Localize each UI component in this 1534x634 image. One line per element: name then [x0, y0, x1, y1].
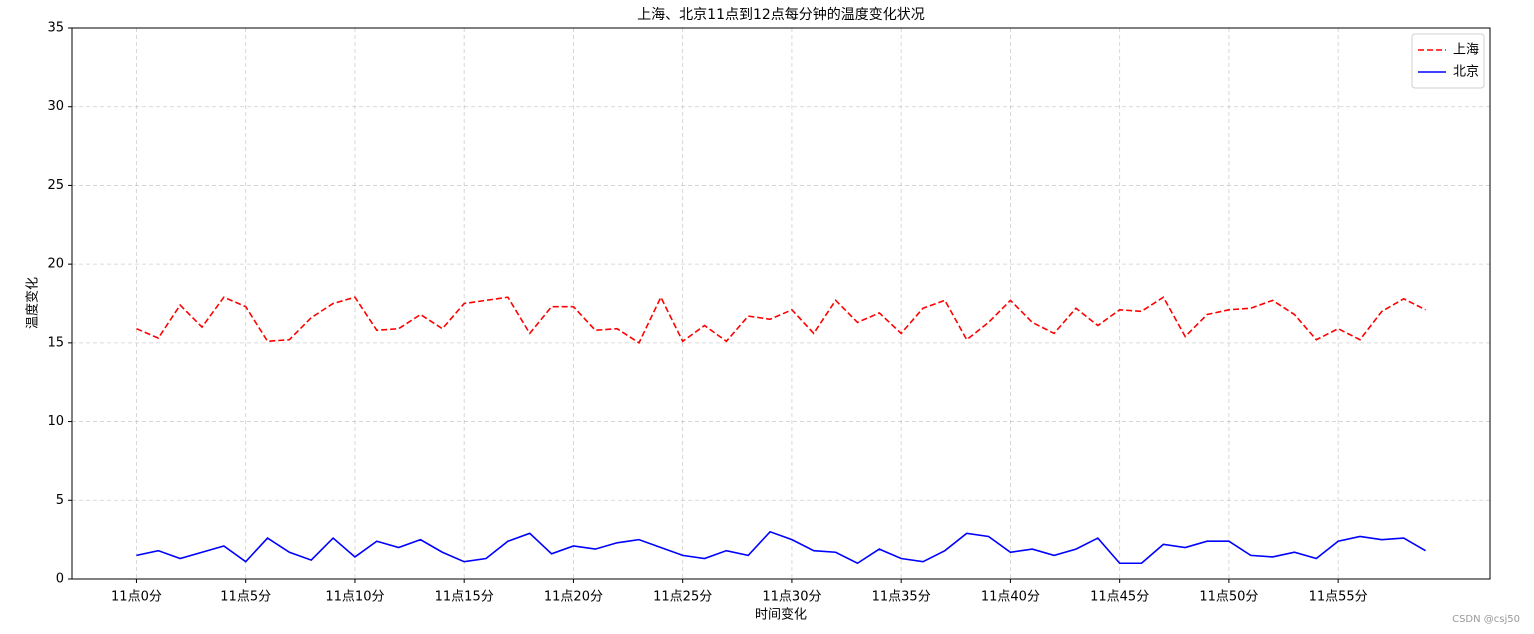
x-tick-label: 11点5分	[220, 590, 271, 605]
x-tick-label: 11点35分	[872, 590, 931, 605]
chart-title: 上海、北京11点到12点每分钟的温度变化状况	[637, 6, 925, 23]
x-axis-label: 时间变化	[755, 607, 807, 623]
x-tick-label: 11点50分	[1199, 590, 1258, 605]
data-line	[136, 530, 1426, 565]
y-tick-label: 0	[56, 572, 64, 587]
legend-label: 北京	[1453, 65, 1479, 80]
data-line	[136, 295, 1426, 345]
y-tick-label: 35	[47, 21, 64, 36]
x-tick-label: 11点45分	[1090, 590, 1149, 605]
x-tick-label: 11点20分	[544, 590, 603, 605]
x-tick-label: 11点30分	[762, 590, 821, 605]
x-tick-label: 11点25分	[653, 590, 712, 605]
x-tick-label: 11点15分	[435, 590, 494, 605]
x-tick-label: 11点10分	[325, 590, 384, 605]
x-tick-label: 11点40分	[981, 590, 1040, 605]
y-tick-label: 5	[56, 493, 64, 508]
watermark: CSDN @csj50	[1452, 614, 1520, 625]
legend-label: 上海	[1453, 43, 1479, 58]
y-tick-label: 15	[47, 335, 64, 350]
y-tick-label: 30	[47, 99, 64, 114]
y-tick-label: 10	[47, 414, 64, 429]
legend-box	[1411, 33, 1485, 89]
y-axis-label: 温度变化	[25, 277, 41, 329]
y-tick-label: 20	[47, 257, 64, 272]
x-tick-label: 11点0分	[111, 590, 162, 605]
plot-frame	[71, 27, 1491, 580]
x-tick-label: 11点55分	[1309, 590, 1368, 605]
y-tick-label: 25	[47, 178, 64, 193]
